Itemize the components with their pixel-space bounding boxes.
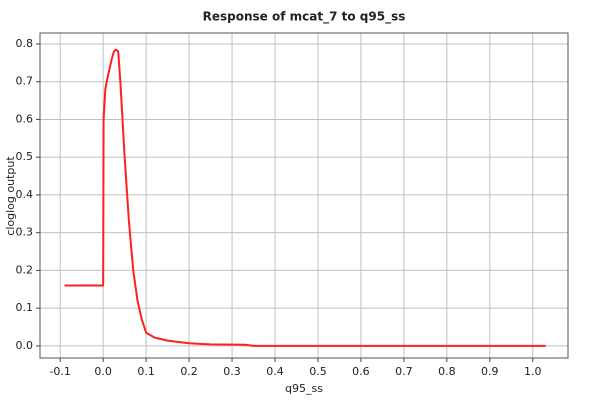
x-axis-label: q95_ss [285, 382, 323, 395]
chart-title: Response of mcat_7 to q95_ss [203, 10, 406, 25]
y-tick-label: 0.8 [16, 37, 34, 50]
x-tick-label: 0.4 [266, 365, 284, 378]
x-tick-label: 0.0 [94, 365, 112, 378]
x-tick-label: 0.7 [395, 365, 413, 378]
x-tick-label: 0.9 [481, 365, 499, 378]
y-tick-label: 0.1 [16, 301, 34, 314]
x-tick-label: 0.2 [180, 365, 198, 378]
y-tick-label: 0.6 [16, 112, 34, 125]
x-tick-label: 0.6 [352, 365, 370, 378]
x-tick-label: 0.1 [137, 365, 155, 378]
y-tick-label: 0.5 [16, 150, 34, 163]
x-tick-label: 1.0 [524, 365, 542, 378]
x-tick-label: 0.5 [309, 365, 327, 378]
y-tick-label: 0.2 [16, 263, 34, 276]
y-axis-label: cloglog output [4, 156, 17, 236]
y-tick-label: 0.3 [16, 226, 34, 239]
x-tick-label: 0.3 [223, 365, 241, 378]
plot-frame [39, 32, 569, 359]
series-line [64, 48, 546, 347]
y-tick-label: 0.0 [16, 339, 34, 352]
x-tick-label: -0.1 [49, 365, 70, 378]
y-tick-label: 0.7 [16, 75, 34, 88]
x-tick-label: 0.8 [438, 365, 456, 378]
y-tick-label: 0.4 [16, 188, 34, 201]
